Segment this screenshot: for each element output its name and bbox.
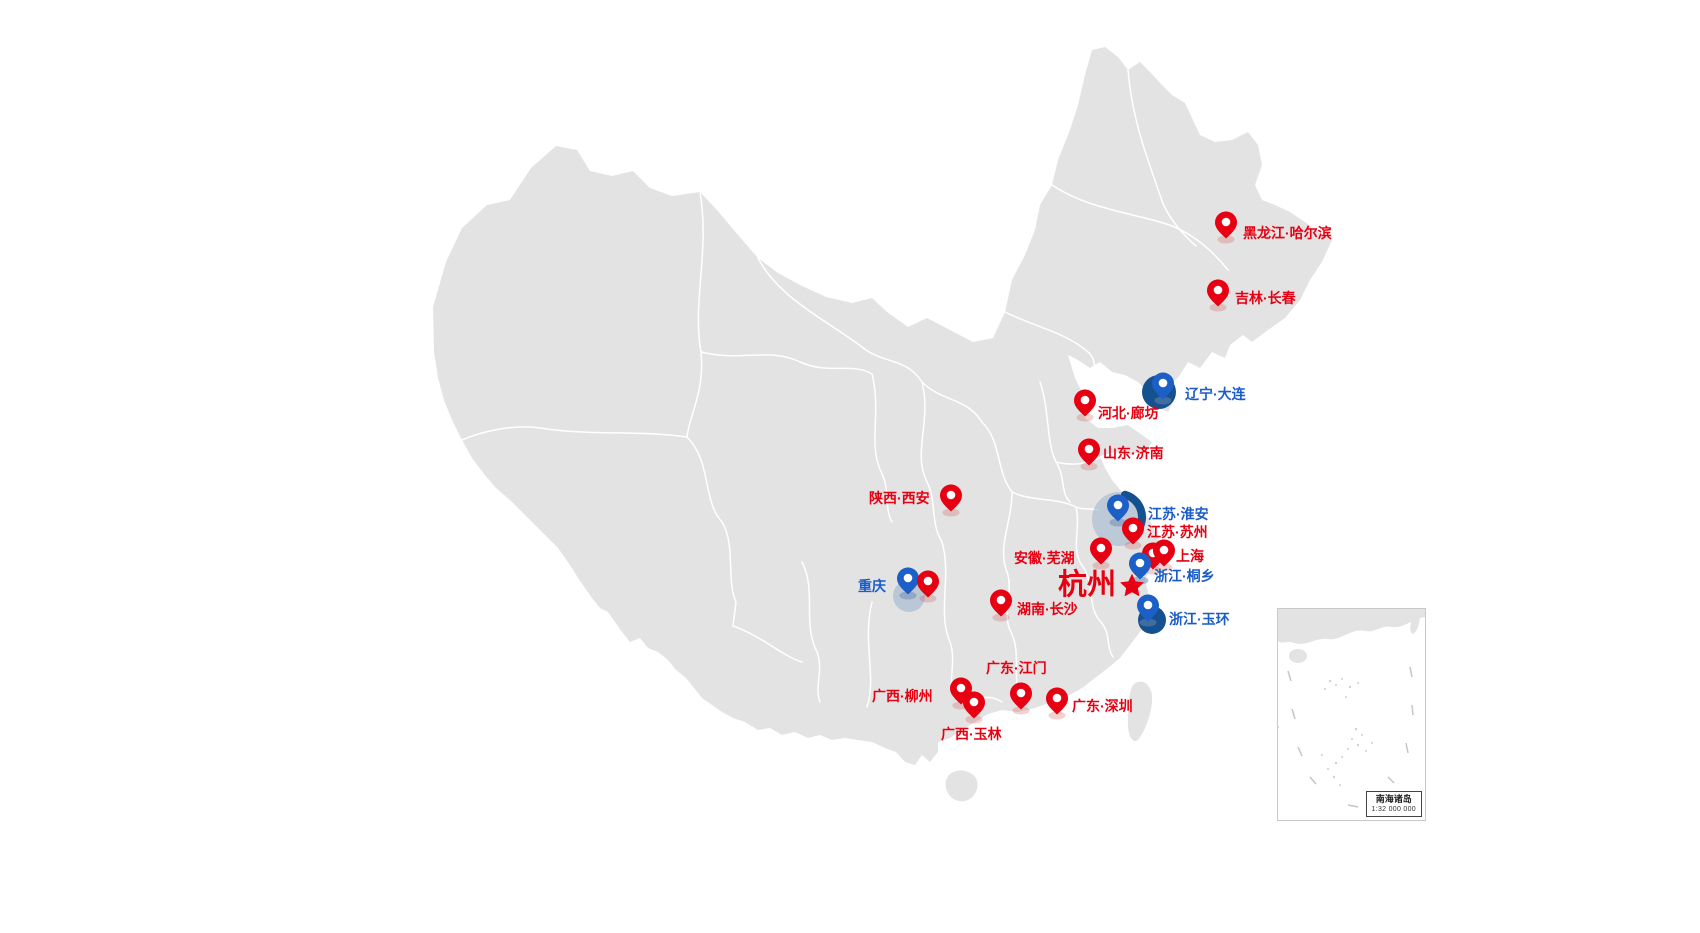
pin-shadow bbox=[1048, 711, 1066, 720]
city-label-浙江·桐乡[interactable]: 浙江·桐乡 bbox=[1154, 568, 1215, 584]
city-pin-广东·深圳[interactable] bbox=[1044, 686, 1070, 720]
inset-title: 南海诸岛 bbox=[1375, 794, 1412, 804]
inset-dash-line bbox=[1287, 666, 1414, 808]
city-label-吉林·长春[interactable]: 吉林·长春 bbox=[1235, 290, 1296, 306]
pin-shadow bbox=[942, 508, 960, 517]
hq-hangzhou[interactable]: 杭州 bbox=[1058, 570, 1145, 600]
pin-shadow bbox=[1209, 303, 1227, 312]
city-pin-广东·江门[interactable] bbox=[1008, 681, 1034, 715]
city-pin-extra-10[interactable] bbox=[1151, 538, 1177, 572]
inset-label-box: 南海诸岛 1:32 000 000 bbox=[1365, 791, 1422, 817]
pin-shadow bbox=[1012, 706, 1030, 715]
inset-islands bbox=[1278, 678, 1373, 786]
city-label-广西·柳州[interactable]: 广西·柳州 bbox=[872, 688, 933, 704]
city-pin-浙江·玉环[interactable] bbox=[1135, 593, 1161, 627]
city-label-浙江·玉环[interactable]: 浙江·玉环 bbox=[1169, 611, 1230, 627]
city-pin-广西·玉林[interactable] bbox=[961, 690, 987, 724]
city-label-黑龙江·哈尔滨[interactable]: 黑龙江·哈尔滨 bbox=[1243, 225, 1332, 241]
hq-star-icon bbox=[1120, 573, 1144, 597]
city-label-广东·深圳[interactable]: 广东·深圳 bbox=[1072, 698, 1133, 714]
city-label-辽宁·大连[interactable]: 辽宁·大连 bbox=[1185, 386, 1246, 402]
inset-map bbox=[1278, 609, 1425, 808]
city-pin-江苏·淮安[interactable] bbox=[1105, 493, 1131, 527]
city-pin-安徽·芜湖[interactable] bbox=[1088, 536, 1114, 570]
city-label-广西·玉林[interactable]: 广西·玉林 bbox=[941, 726, 1002, 742]
city-pin-河北·廊坊[interactable] bbox=[1072, 388, 1098, 422]
city-label-重庆[interactable]: 重庆 bbox=[858, 578, 886, 594]
city-label-山东·济南[interactable]: 山东·济南 bbox=[1103, 445, 1164, 461]
city-pin-山东·济南[interactable] bbox=[1076, 437, 1102, 471]
pin-shadow bbox=[1109, 518, 1127, 527]
city-pin-重庆[interactable] bbox=[895, 566, 921, 600]
city-label-广东·江门[interactable]: 广东·江门 bbox=[986, 660, 1047, 676]
city-pin-extra-13[interactable] bbox=[915, 569, 941, 603]
city-label-江苏·苏州[interactable]: 江苏·苏州 bbox=[1147, 524, 1208, 540]
pin-shadow bbox=[1155, 563, 1173, 572]
hq-label: 杭州 bbox=[1058, 569, 1117, 601]
china-mainland bbox=[433, 47, 1332, 765]
city-pin-江苏·苏州[interactable] bbox=[1120, 516, 1146, 550]
city-pin-陕西·西安[interactable] bbox=[938, 483, 964, 517]
pin-shadow bbox=[965, 715, 983, 724]
city-label-河北·廊坊[interactable]: 河北·廊坊 bbox=[1098, 405, 1159, 421]
taiwan-island bbox=[1127, 681, 1153, 741]
inset-scale: 1:32 000 000 bbox=[1371, 806, 1416, 813]
city-label-安徽·芜湖[interactable]: 安徽·芜湖 bbox=[1014, 550, 1075, 566]
pin-shadow bbox=[1124, 541, 1142, 550]
pin-shadow bbox=[992, 613, 1010, 622]
pin-shadow bbox=[1154, 396, 1172, 405]
city-pin-辽宁·大连[interactable] bbox=[1150, 371, 1176, 405]
south-china-sea-inset: 南海诸岛 1:32 000 000 bbox=[1277, 608, 1426, 821]
city-pin-浙江·桐乡[interactable] bbox=[1127, 551, 1153, 585]
pin-shadow bbox=[1076, 413, 1094, 422]
city-pin-湖南·长沙[interactable] bbox=[988, 588, 1014, 622]
pin-shadow bbox=[1139, 618, 1157, 627]
hainan-island bbox=[945, 770, 978, 802]
city-label-湖南·长沙[interactable]: 湖南·长沙 bbox=[1017, 601, 1078, 617]
pin-shadow bbox=[1217, 235, 1235, 244]
city-pin-吉林·长春[interactable] bbox=[1205, 278, 1231, 312]
city-label-上海[interactable]: 上海 bbox=[1176, 548, 1204, 564]
city-label-陕西·西安[interactable]: 陕西·西安 bbox=[869, 490, 930, 506]
pin-shadow bbox=[1092, 561, 1110, 570]
pin-shadow bbox=[1080, 462, 1098, 471]
city-pin-黑龙江·哈尔滨[interactable] bbox=[1213, 210, 1239, 244]
pin-shadow bbox=[899, 591, 917, 600]
city-label-江苏·淮安[interactable]: 江苏·淮安 bbox=[1148, 506, 1209, 522]
pin-shadow bbox=[919, 594, 937, 603]
